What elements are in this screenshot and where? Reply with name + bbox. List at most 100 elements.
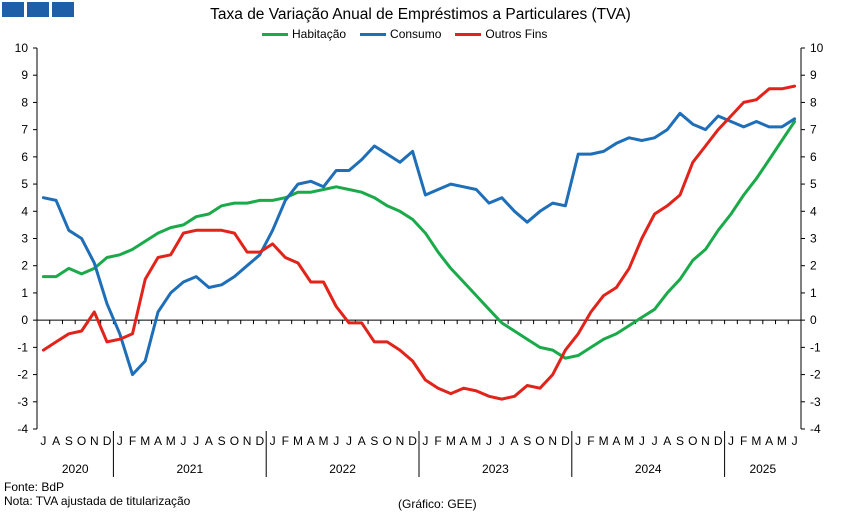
legend-label-consumo: Consumo — [390, 27, 442, 41]
x-month-label: J — [346, 434, 352, 448]
x-month-label: A — [205, 434, 213, 448]
x-month-label: J — [180, 434, 186, 448]
x-month-label: J — [728, 434, 734, 448]
legend-swatch-habitacao — [262, 32, 288, 36]
x-month-label: S — [218, 434, 226, 448]
x-month-label: F — [282, 434, 289, 448]
chart-title: Taxa de Variação Anual de Empréstimos a … — [210, 6, 631, 23]
x-month-label: F — [587, 434, 594, 448]
x-month-label: J — [639, 434, 645, 448]
legend-swatch-outros-fins — [455, 32, 482, 36]
x-month-label: J — [270, 434, 276, 448]
x-month-label: O — [688, 434, 697, 448]
logo-square-1 — [2, 2, 24, 17]
x-month-label: J — [193, 434, 199, 448]
x-month-label: S — [65, 434, 73, 448]
x-year-label: 2020 — [62, 462, 89, 476]
y-tick-label-left: 7 — [21, 123, 28, 137]
x-month-label: A — [765, 434, 773, 448]
y-tick-label-right: -1 — [810, 340, 821, 354]
series-line-2 — [41, 84, 797, 401]
x-month-label: N — [243, 434, 252, 448]
legend-label-outros-fins: Outros Fins — [485, 27, 548, 41]
y-tick-label-right: 8 — [810, 95, 817, 109]
y-tick-label-right: 3 — [810, 232, 817, 246]
x-month-label: J — [575, 434, 581, 448]
legend-item-consumo: Consumo — [360, 27, 441, 41]
series-line-1 — [41, 111, 797, 377]
y-tick-label-left: 9 — [21, 68, 28, 82]
y-tick-label-right: 4 — [810, 204, 817, 218]
x-month-label: D — [561, 434, 570, 448]
x-year-label: 2025 — [749, 462, 776, 476]
x-month-label: A — [307, 434, 315, 448]
y-tick-label-left: 4 — [21, 204, 28, 218]
x-month-label: J — [40, 434, 46, 448]
x-month-label: M — [446, 434, 456, 448]
y-tick-label-right: 0 — [810, 313, 817, 327]
x-month-label: F — [129, 434, 136, 448]
y-tick-label-right: -3 — [810, 395, 821, 409]
y-tick-label-left: 10 — [15, 41, 29, 55]
x-month-label: A — [663, 434, 671, 448]
x-month-label: O — [382, 434, 391, 448]
x-month-label: N — [548, 434, 557, 448]
x-month-label: O — [230, 434, 239, 448]
y-tick-label-left: 3 — [21, 232, 28, 246]
x-month-label: M — [319, 434, 329, 448]
x-month-label: M — [293, 434, 303, 448]
y-tick-label-left: 2 — [21, 259, 28, 273]
x-month-label: J — [333, 434, 339, 448]
x-month-label: M — [624, 434, 634, 448]
x-month-label: A — [358, 434, 366, 448]
y-tick-label-right: -2 — [810, 368, 821, 382]
footer-note: Nota: TVA ajustada de titularização — [4, 494, 191, 508]
y-tick-label-left: -2 — [17, 368, 28, 382]
y-tick-label-left: -4 — [17, 422, 28, 436]
x-month-label: M — [166, 434, 176, 448]
x-month-label: D — [103, 434, 112, 448]
x-month-label: M — [140, 434, 150, 448]
x-month-label: F — [740, 434, 747, 448]
x-month-label: J — [499, 434, 505, 448]
x-month-label: M — [471, 434, 481, 448]
x-month-label: F — [434, 434, 441, 448]
chart-legend: Habitação Consumo Outros Fins — [262, 27, 547, 41]
x-month-label: O — [77, 434, 86, 448]
y-tick-label-left: 8 — [21, 95, 28, 109]
y-tick-label-right: -4 — [810, 422, 821, 436]
y-tick-label-right: 9 — [810, 68, 817, 82]
x-year-label: 2022 — [329, 462, 356, 476]
y-tick-label-left: 0 — [21, 313, 28, 327]
x-month-label: A — [612, 434, 620, 448]
x-month-label: A — [154, 434, 162, 448]
y-tick-label-left: 6 — [21, 150, 28, 164]
x-month-label: M — [777, 434, 787, 448]
x-month-label: N — [701, 434, 710, 448]
x-month-label: A — [52, 434, 60, 448]
x-month-label: M — [599, 434, 609, 448]
x-year-label: 2023 — [482, 462, 509, 476]
series-line-0 — [41, 120, 797, 360]
x-month-label: S — [523, 434, 531, 448]
x-month-label: O — [535, 434, 544, 448]
x-year-label: 2024 — [635, 462, 662, 476]
x-month-label: J — [117, 434, 123, 448]
x-year-label: 2021 — [176, 462, 203, 476]
x-month-label: A — [460, 434, 468, 448]
x-month-label: S — [370, 434, 378, 448]
x-month-label: J — [652, 434, 658, 448]
logo-square-2 — [27, 2, 49, 17]
y-tick-label-right: 1 — [810, 286, 817, 300]
y-tick-label-left: 5 — [21, 177, 28, 191]
x-month-label: N — [396, 434, 405, 448]
y-tick-label-right: 6 — [810, 150, 817, 164]
y-tick-label-right: 2 — [810, 259, 817, 273]
footer-source: Fonte: BdP — [4, 480, 65, 494]
x-month-label: A — [510, 434, 518, 448]
x-month-label: J — [422, 434, 428, 448]
y-tick-label-right: 7 — [810, 123, 817, 137]
x-month-label: J — [792, 434, 798, 448]
x-month-label: S — [676, 434, 684, 448]
